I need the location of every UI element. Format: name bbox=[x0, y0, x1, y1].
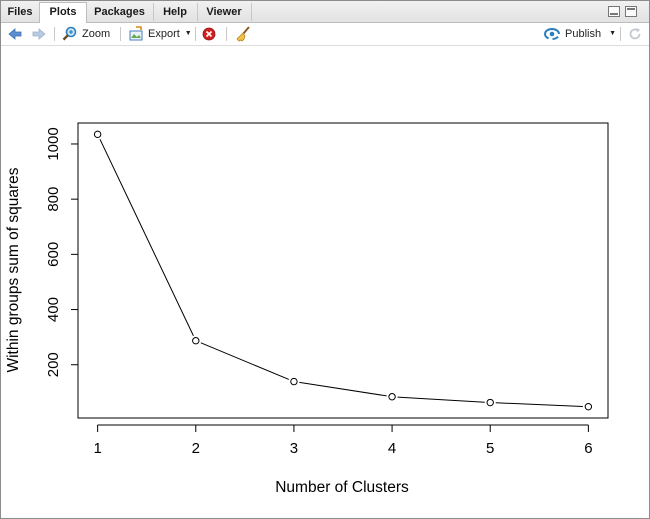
y-axis: 200 400 600 800 1000 bbox=[45, 127, 79, 377]
publish-icon bbox=[544, 28, 560, 40]
cluster-elbow-plot: 200 400 600 800 1000 1 2 3 4 5 6 Number of Cluste… bbox=[5, 122, 609, 496]
refresh-button[interactable] bbox=[628, 26, 642, 42]
zoom-magnifier-icon bbox=[62, 26, 77, 41]
series-segment bbox=[99, 139, 194, 336]
y-axis-label: Within groups sum of squares bbox=[5, 167, 22, 372]
data-point bbox=[290, 377, 298, 386]
remove-plot-button[interactable] bbox=[202, 26, 216, 42]
tab-help[interactable]: Help bbox=[153, 3, 198, 21]
tab-plots[interactable]: Plots bbox=[39, 2, 87, 23]
x-tick-label: 5 bbox=[486, 440, 494, 457]
series-segment bbox=[200, 342, 290, 380]
toolbar-divider bbox=[195, 27, 196, 41]
x-axis: 1 2 3 4 5 6 bbox=[93, 424, 593, 457]
clear-all-plots-button[interactable] bbox=[235, 26, 251, 42]
data-point bbox=[93, 130, 102, 139]
y-tick-label: 600 bbox=[45, 242, 62, 267]
series-line bbox=[93, 130, 593, 411]
data-point bbox=[584, 402, 593, 411]
y-tick-label: 1000 bbox=[45, 127, 62, 160]
toolbar-divider bbox=[120, 27, 121, 41]
y-tick-label: 800 bbox=[45, 187, 62, 212]
refresh-icon bbox=[629, 28, 641, 40]
x-tick-label: 3 bbox=[290, 440, 298, 457]
publish-button[interactable]: Publish ▼ bbox=[543, 26, 616, 42]
toolbar-divider bbox=[620, 27, 621, 41]
chevron-down-icon: ▼ bbox=[184, 30, 192, 37]
plot-box bbox=[77, 122, 609, 419]
toolbar-divider bbox=[54, 27, 55, 41]
broom-icon bbox=[236, 26, 250, 42]
forward-arrow-icon[interactable] bbox=[31, 26, 47, 42]
tab-files[interactable]: Files bbox=[1, 3, 40, 21]
x-tick-label: 2 bbox=[192, 440, 200, 457]
zoom-label: Zoom bbox=[82, 28, 111, 40]
x-axis-label: Number of Clusters bbox=[275, 479, 409, 496]
export-image-icon bbox=[129, 26, 143, 41]
y-tick-label: 400 bbox=[45, 297, 62, 322]
data-point bbox=[486, 398, 494, 407]
series-segment bbox=[495, 402, 583, 407]
plots-toolbar: Zoom Export ▼ Publish ▼ bbox=[1, 23, 649, 46]
x-tick-label: 6 bbox=[584, 440, 592, 457]
back-arrow-icon[interactable] bbox=[7, 26, 23, 42]
x-tick-label: 1 bbox=[93, 440, 101, 457]
export-button[interactable]: Export ▼ bbox=[128, 26, 192, 42]
data-point bbox=[192, 337, 200, 345]
toolbar-divider bbox=[226, 27, 227, 41]
chevron-down-icon: ▼ bbox=[609, 30, 617, 37]
tab-packages[interactable]: Packages bbox=[86, 3, 154, 21]
export-label: Export bbox=[148, 28, 180, 40]
publish-label: Publish bbox=[565, 28, 602, 40]
remove-plot-icon bbox=[202, 27, 216, 41]
tab-bar: Files Plots Packages Help Viewer bbox=[1, 1, 649, 23]
maximize-pane-button[interactable] bbox=[625, 6, 637, 17]
minimize-pane-button[interactable] bbox=[608, 6, 620, 17]
y-tick-label: 200 bbox=[45, 352, 62, 377]
x-tick-label: 4 bbox=[388, 440, 396, 457]
data-point bbox=[388, 393, 396, 401]
zoom-button[interactable]: Zoom bbox=[62, 26, 110, 42]
tab-viewer[interactable]: Viewer bbox=[197, 3, 252, 21]
series-segment bbox=[299, 381, 387, 397]
series-segment bbox=[397, 396, 485, 403]
